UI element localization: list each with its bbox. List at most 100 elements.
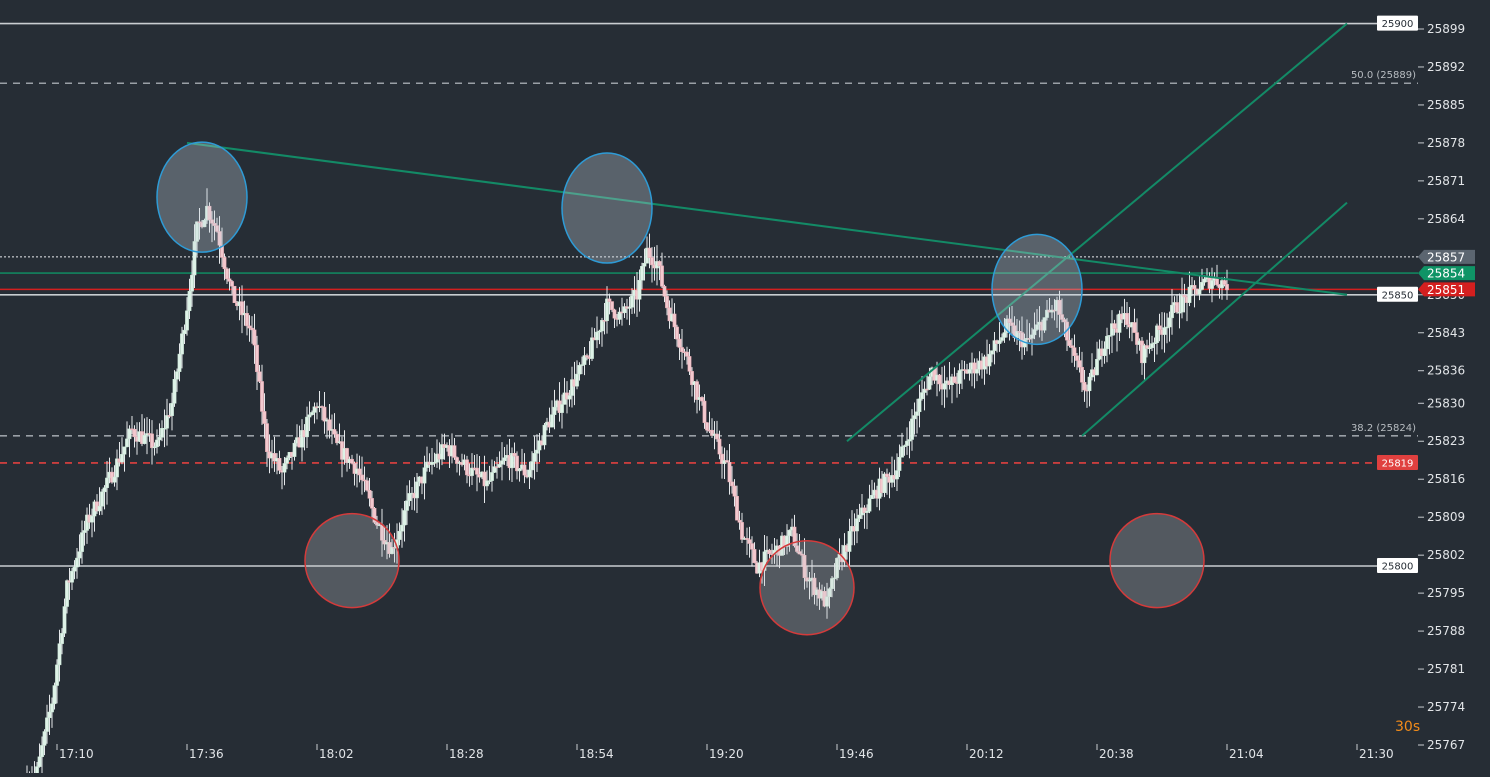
- x-tick-label: 21:30: [1359, 747, 1394, 761]
- candle: [432, 452, 437, 467]
- candle: [710, 418, 714, 438]
- candle: [82, 520, 87, 546]
- candle: [52, 682, 57, 710]
- candle: [1075, 353, 1079, 370]
- candle: [207, 202, 212, 233]
- candle: [1180, 277, 1184, 319]
- candle-body-down: [455, 457, 459, 464]
- candle-body-up: [560, 404, 564, 413]
- candle: [1077, 347, 1082, 373]
- candle-body-down: [672, 313, 677, 328]
- candle-body-down: [357, 468, 362, 476]
- candle-body-down: [332, 429, 337, 435]
- candle-body-down: [1067, 339, 1072, 346]
- candle-body-up: [40, 745, 44, 758]
- candle-body-down: [272, 453, 277, 462]
- candle: [195, 221, 199, 256]
- candle: [1035, 309, 1039, 331]
- candle: [862, 505, 867, 529]
- candle: [582, 347, 587, 376]
- candle-body-up: [407, 493, 412, 502]
- candle-body-down: [952, 376, 957, 383]
- candle-body-up: [1110, 323, 1114, 336]
- candle-body-up: [1000, 337, 1004, 341]
- candle: [662, 284, 667, 303]
- candle: [832, 563, 837, 592]
- candle: [702, 394, 707, 429]
- y-tick-label: 25788: [1427, 624, 1465, 638]
- candle-body-up: [60, 633, 64, 644]
- candle: [415, 472, 419, 514]
- candle: [1042, 317, 1047, 333]
- candle-body-up: [1150, 343, 1154, 349]
- candle-body-down: [662, 286, 667, 297]
- candle-body-up: [172, 379, 177, 404]
- candle: [475, 454, 479, 492]
- candle-body-down: [795, 545, 799, 552]
- candle-body-down: [1027, 338, 1032, 340]
- candle-body-up: [70, 570, 74, 583]
- candle: [705, 422, 709, 434]
- candle-body-down: [750, 543, 754, 550]
- candle: [1067, 326, 1072, 348]
- candle-body-up: [567, 395, 572, 400]
- candle-body-down: [705, 422, 709, 431]
- candle-body-up: [570, 379, 574, 396]
- candle: [285, 455, 289, 470]
- candle: [282, 457, 287, 486]
- candle: [210, 211, 214, 243]
- candle-body-down: [252, 329, 257, 346]
- level-tag: [1377, 454, 1418, 470]
- candle: [647, 233, 652, 269]
- candle-body-down: [212, 223, 217, 226]
- candle-body-up: [882, 473, 887, 493]
- candle: [212, 210, 217, 241]
- candle-body-up: [1035, 324, 1039, 330]
- x-tick-label: 21:04: [1229, 747, 1264, 761]
- candle-body-down: [752, 549, 757, 564]
- candle: [255, 335, 259, 390]
- candle-body-up: [967, 369, 972, 374]
- candle: [885, 468, 889, 495]
- candle-body-up: [517, 468, 522, 472]
- candle-body-down: [725, 460, 729, 463]
- candle: [152, 442, 157, 456]
- candle: [1135, 318, 1139, 354]
- candle: [1102, 341, 1107, 364]
- candle-body-up: [120, 454, 124, 463]
- candle: [47, 694, 52, 736]
- candle-body-up: [927, 376, 932, 390]
- candle: [905, 427, 909, 455]
- candle: [172, 370, 177, 407]
- candle-body-up: [637, 279, 642, 300]
- candle: [400, 508, 404, 548]
- candle-body-up: [305, 416, 309, 438]
- candle-body-down: [585, 355, 589, 358]
- candle-body-down: [1157, 325, 1162, 330]
- candle: [752, 542, 757, 564]
- candle: [357, 455, 362, 483]
- candle-body-up: [125, 438, 129, 448]
- candle-body-up: [422, 467, 427, 484]
- candle: [907, 421, 912, 459]
- candle-body-down: [685, 351, 689, 357]
- candle-body-up: [50, 703, 54, 713]
- y-tick-label: 25809: [1427, 510, 1465, 524]
- candle: [1087, 373, 1092, 407]
- candle-body-up: [785, 535, 789, 547]
- candle-body-up: [77, 551, 82, 559]
- candle: [807, 572, 812, 600]
- candle-body-up: [902, 445, 907, 447]
- candle: [972, 358, 977, 389]
- candle: [1210, 267, 1214, 303]
- candle-body-down: [715, 433, 719, 440]
- candle: [672, 303, 677, 340]
- candle: [570, 366, 574, 408]
- candle: [160, 420, 164, 442]
- candle-body-up: [1045, 309, 1049, 318]
- candle-body-up: [867, 498, 872, 512]
- candle: [265, 419, 269, 467]
- candle-body-up: [182, 329, 187, 334]
